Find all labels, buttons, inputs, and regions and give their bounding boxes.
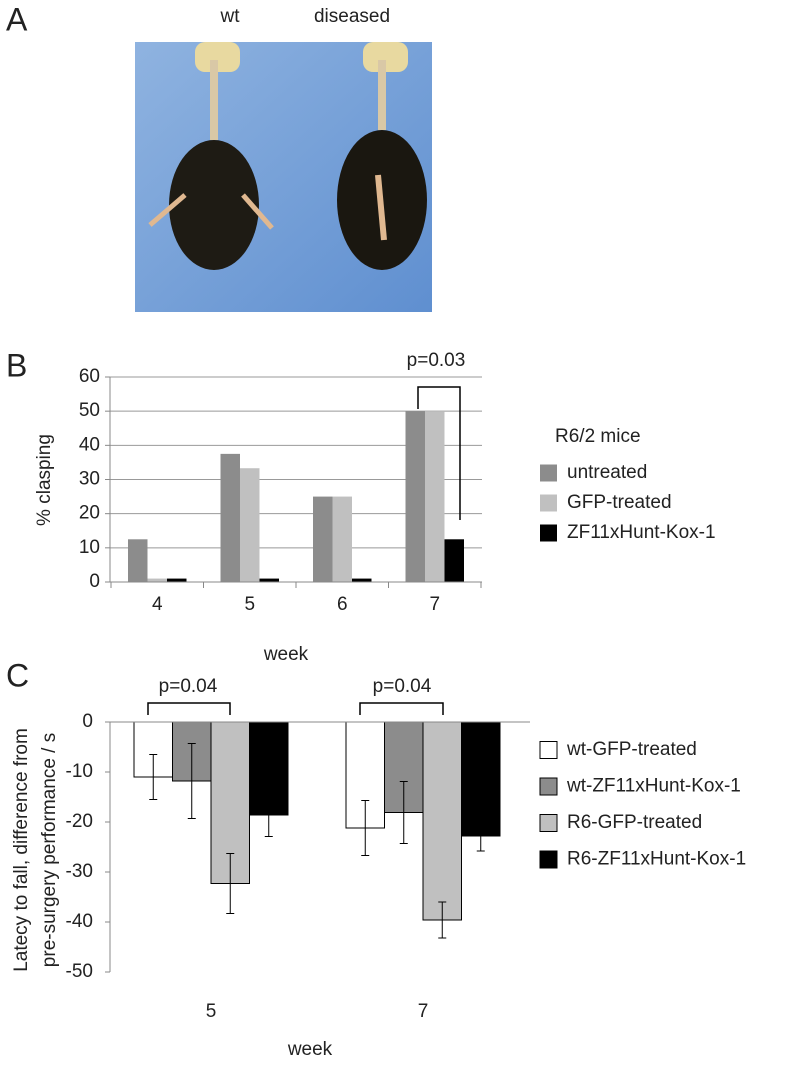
y-tick-label: 0 xyxy=(82,711,93,732)
bar xyxy=(352,578,372,582)
y-tick-label: -10 xyxy=(66,761,93,782)
photo-tail xyxy=(378,60,386,130)
bar xyxy=(444,539,464,582)
y-tick-label: 30 xyxy=(79,469,100,490)
bar-chart: C -50 -40 -30 -20 -10 0 5 7 week Latecy to fall, d… xyxy=(6,657,746,1060)
photo-hand xyxy=(363,42,408,72)
x-axis-label: week xyxy=(263,644,309,665)
photo-mouse xyxy=(169,140,259,270)
legend-label: GFP-treated xyxy=(567,492,672,513)
y-axis-label: Latecy to fall, difference from xyxy=(11,728,32,972)
x-tick-label: 7 xyxy=(429,594,440,615)
annotation: p=0.03 xyxy=(407,350,466,371)
legend-swatch xyxy=(540,464,557,482)
bar xyxy=(240,468,260,582)
y-tick-label: -40 xyxy=(66,911,93,932)
photo-paw xyxy=(241,193,274,230)
bar xyxy=(259,578,279,582)
bar xyxy=(167,578,187,582)
legend-label: ZF11xHunt-Kox-1 xyxy=(567,522,716,543)
legend-swatch xyxy=(540,494,557,512)
legend-swatch xyxy=(539,777,558,796)
annotation: p=0.04 xyxy=(373,676,432,697)
y-tick-label: 10 xyxy=(79,537,100,558)
legend-label: wt-ZF11xHunt-Kox-1 xyxy=(566,776,741,797)
legend-label: wt-GFP-treated xyxy=(566,739,697,760)
legend-swatch xyxy=(539,814,558,832)
x-tick-label: 4 xyxy=(152,594,163,615)
bar xyxy=(422,721,462,921)
panel-label: A xyxy=(6,1,28,37)
x-tick-label: 6 xyxy=(337,594,348,615)
bar xyxy=(425,411,445,582)
panel-label: B xyxy=(6,347,27,383)
bar xyxy=(313,496,333,582)
y-axis-label: pre-surgery performance / s xyxy=(39,733,60,967)
y-tick-label: 0 xyxy=(89,571,100,592)
y-tick-label: 40 xyxy=(79,434,100,455)
bar xyxy=(461,721,501,837)
bar xyxy=(405,411,425,582)
bar-chart: B 0 10 20 30 40 50 60 4 5 6 7 week % clasping R6/2 mic… xyxy=(6,347,716,665)
error-bar xyxy=(438,901,447,939)
error-bar xyxy=(399,781,408,844)
legend-title: R6/2 mice xyxy=(555,426,641,447)
error-bar xyxy=(226,853,235,914)
y-tick-label: 50 xyxy=(79,400,100,421)
photo-tail xyxy=(210,60,218,140)
photo-hand xyxy=(195,42,240,72)
bar xyxy=(128,539,148,582)
y-tick-label: 20 xyxy=(79,503,100,524)
legend-swatch xyxy=(539,850,558,869)
error-bar xyxy=(361,800,370,856)
significance-bracket xyxy=(417,386,461,520)
y-tick-label: 60 xyxy=(79,366,100,387)
panel-a: A wt diseased xyxy=(6,1,432,312)
panel-label: C xyxy=(6,657,29,693)
y-tick-label: -30 xyxy=(66,861,93,882)
x-tick-label: 5 xyxy=(244,594,255,615)
legend-swatch xyxy=(539,741,558,759)
bar xyxy=(147,578,167,582)
bar xyxy=(332,496,352,582)
photo-paw xyxy=(148,193,187,227)
significance-bracket xyxy=(359,702,444,715)
legend-label: R6-ZF11xHunt-Kox-1 xyxy=(567,849,746,870)
bar xyxy=(220,453,240,582)
error-bar xyxy=(476,820,485,852)
annotation: p=0.04 xyxy=(159,676,218,697)
y-axis-label: % clasping xyxy=(34,434,55,526)
x-tick-label: 5 xyxy=(206,1001,217,1022)
photo-caption: diseased xyxy=(314,6,390,27)
significance-bracket xyxy=(147,702,231,715)
x-axis-label: week xyxy=(287,1039,333,1060)
error-bar xyxy=(264,793,273,837)
error-bar xyxy=(187,743,196,819)
legend-swatch xyxy=(540,524,557,542)
photo-caption: wt xyxy=(220,6,241,27)
photo-paw xyxy=(375,174,387,241)
x-tick-label: 7 xyxy=(418,1001,429,1022)
error-bar xyxy=(149,754,158,800)
legend-label: untreated xyxy=(567,462,647,483)
y-tick-label: -50 xyxy=(66,961,93,982)
y-tick-label: -20 xyxy=(66,811,93,832)
legend-label: R6-GFP-treated xyxy=(567,812,702,833)
